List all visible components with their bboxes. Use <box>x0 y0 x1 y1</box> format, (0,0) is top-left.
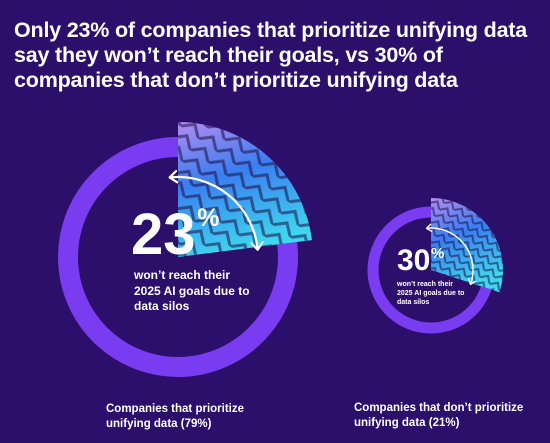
description-prioritize: won’t reach their 2025 AI goals due to d… <box>134 268 250 315</box>
description-line: won’t reach their <box>134 268 231 282</box>
arrow-head <box>250 241 264 251</box>
caption-dont-prioritize: Companies that don’t prioritize unifying… <box>354 401 523 431</box>
span-arrow <box>169 175 259 250</box>
caption-line: Companies that don’t prioritize <box>354 402 524 414</box>
description-dont-prioritize: won’t reach their 2025 AI goals due to d… <box>397 280 464 307</box>
caption-line: Companies that prioritize <box>106 403 245 415</box>
wedge-texture <box>431 198 503 293</box>
percent-symbol: % <box>197 204 220 232</box>
percent-value: 23 <box>131 202 196 267</box>
donut-chart-prioritize <box>58 122 312 377</box>
percent-value: 30 <box>397 244 431 277</box>
percent-label-prioritize: 23% <box>131 206 220 264</box>
arrow-head <box>467 278 477 286</box>
description-line: 2025 AI goals due to <box>397 290 465 297</box>
percent-symbol: % <box>431 245 445 262</box>
arrow-head <box>168 170 179 184</box>
arrow-head <box>425 223 433 233</box>
donut-chart-dont-prioritize <box>367 198 503 334</box>
caption-line: unifying data (79%) <box>106 418 212 430</box>
description-line: data silos <box>134 299 190 313</box>
description-line: won’t reach their <box>397 281 454 288</box>
ring-segment <box>58 137 298 377</box>
caption-prioritize: Companies that prioritize unifying data … <box>106 402 244 432</box>
ring-segment <box>367 206 492 334</box>
description-line: 2025 AI goals due to <box>134 283 250 298</box>
chart-title: Only 23% of companies that prioritize un… <box>14 18 528 92</box>
span-arrow <box>426 227 474 285</box>
caption-line: unifying data (21%) <box>354 417 460 429</box>
percent-label-dont-prioritize: 30% <box>397 244 444 277</box>
wedge-texture <box>178 122 312 257</box>
description-line: data silos <box>397 299 430 306</box>
